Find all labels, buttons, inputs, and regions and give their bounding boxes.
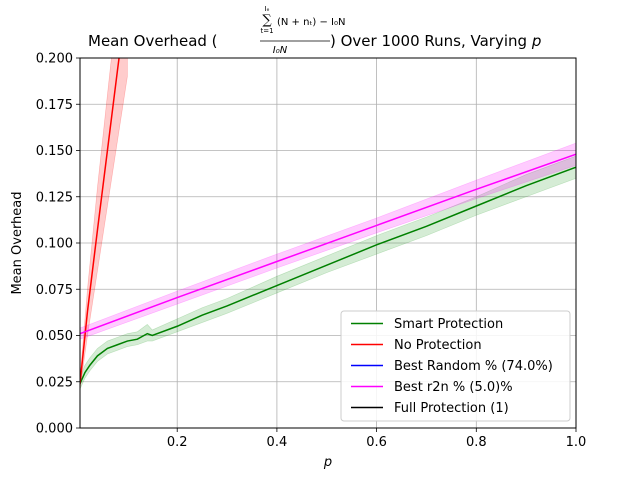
y-tick-label: 0.100 [36,237,73,252]
title-formula: Iₑ ∑ t=1 (N + nₜ) − I₀N I₀N [260,5,345,56]
title-suffix: ) Over 1000 Runs, Varying p [330,32,541,50]
x-axis-ticks: 0.2 0.4 0.6 0.8 1.0 [167,428,586,450]
legend-box [340,310,571,422]
legend: Smart Protection No Protection Best Random… [340,310,571,422]
formula-sum-symbol: ∑ [262,13,272,28]
y-tick-label: 0.150 [36,144,73,159]
title-suffix-var: p [531,32,542,50]
chart-title: Mean Overhead ( Iₑ ∑ t=1 (N + nₜ) − I₀N … [88,5,541,56]
x-tick-label: 0.2 [167,435,188,450]
legend-label-smart-protection: Smart Protection [394,317,503,332]
x-tick-label: 0.6 [366,435,387,450]
line-smart-protection [80,166,576,384]
confidence-bands [80,58,576,390]
line-no-protection [80,58,120,384]
x-axis-label: p [323,455,332,470]
legend-label-no-protection: No Protection [394,338,482,353]
x-tick-label: 0.8 [466,435,487,450]
legend-label-best-r2n-5-0: Best r2n % (5.0)% [394,380,513,395]
legend-label-best-random-74-0: Best Random % (74.0%) [394,359,553,374]
formula-denominator: I₀N [273,45,288,56]
y-tick-label: 0.050 [36,329,73,344]
y-tick-label: 0.200 [36,52,73,67]
y-tick-label: 0.000 [36,422,73,437]
formula-numerator: (N + nₜ) − I₀N [277,17,345,28]
band-best-r2n-5-0 [80,142,576,340]
title-suffix-text: ) Over 1000 Runs, Varying [330,32,532,50]
y-tick-label: 0.175 [36,98,73,113]
legend-label-full-protection-1: Full Protection (1) [394,401,509,416]
band-smart-protection [80,155,576,390]
y-axis-ticks: 0.000 0.025 0.050 0.075 0.100 0.125 0.150 0.175… [36,52,80,437]
x-tick-label: 0.4 [267,435,288,450]
line-best-r2n-5-0 [80,153,576,335]
y-tick-label: 0.125 [36,190,73,205]
formula-sum-lower: t=1 [260,27,273,35]
y-tick-label: 0.025 [36,375,73,390]
x-tick-label: 1.0 [566,435,587,450]
title-prefix: Mean Overhead ( [88,32,218,50]
y-axis-label: Mean Overhead [10,191,25,294]
band-no-protection [80,58,128,390]
y-tick-label: 0.075 [36,283,73,298]
series-lines [80,58,576,384]
formula-sum-upper: Iₑ [265,5,270,13]
